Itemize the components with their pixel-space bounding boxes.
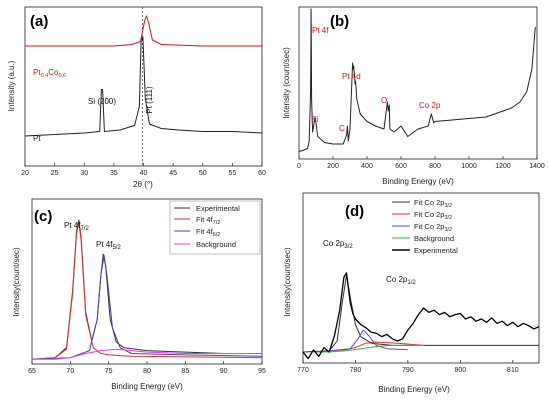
panel-a-series-pt (24, 36, 263, 137)
panel-d-series-fit-co-2p3-2 (329, 329, 408, 352)
panel-d-series-background (313, 344, 424, 353)
panel-b-xtick-label: 200 (327, 163, 339, 170)
panel-c-series (31, 219, 263, 360)
panel-c-xtick-label: 65 (28, 368, 36, 375)
panel-a-series-label-pt: Pt (33, 134, 41, 143)
panel-a-xtick-label: 45 (169, 170, 177, 177)
panel-d-frame (302, 192, 540, 364)
panel-c-series-fit-4f7-2 (31, 222, 263, 360)
panel-c-legend-fit52: Fit 4f5/2 (196, 227, 220, 238)
panel-b-xtick-label: 1000 (461, 163, 477, 170)
panel-c-series-background (32, 348, 262, 360)
panel-a-series-label-ptco: Pt0.4Co0.6 (33, 68, 66, 79)
panel-b-xtick-label: 1400 (529, 163, 545, 170)
panel-b-xtick-label: 0 (297, 163, 301, 170)
panel-c-legend-experimental: Experimental (196, 204, 240, 213)
panel-a-xtick-label: 30 (80, 170, 88, 177)
panel-c-legend: Experimental Fit 4f7/2 Fit 4f5/2 Backgro… (169, 200, 261, 255)
panel-c-series-fit-4f5-2 (31, 255, 263, 360)
panel-a-label: (a) (30, 13, 48, 30)
panel-c-ylabel: Intensity(count/sec) (12, 247, 21, 317)
panel-d: (d) Intensity(count/sec) Binding Energy … (283, 192, 540, 394)
panel-a-xtick-label: 40 (140, 170, 148, 177)
panel-c-xtick-label: 70 (66, 368, 74, 375)
panel-d-series-experimental (302, 272, 540, 360)
panel-b-xlabel: Binding Energy (eV) (382, 177, 454, 186)
panel-a-series (24, 15, 263, 137)
panel-d-ylabel: Intensity(count/sec) (283, 247, 292, 317)
panel-c-xtick-label: 95 (258, 368, 266, 375)
panel-c-legend-background: Background (196, 240, 236, 249)
panel-b-series (298, 8, 536, 152)
panel-b-xtick-label: 1200 (495, 163, 511, 170)
panel-d-xtick-label: 770 (297, 367, 309, 374)
panel-a-annotation-si: Si (200) (88, 97, 116, 106)
panel-d-annotation-co2p32: Co 2p3/2 (323, 239, 353, 250)
panel-d-annotation-co2p12: Co 2p1/2 (386, 275, 416, 286)
panel-d-legend: Fit Co 2p3/2 Fit Co 2p3/2 Fit Co 2p3/2 B… (392, 198, 458, 255)
panel-d-legend-fit3: Fit Co 2p3/2 (414, 222, 452, 233)
panel-a-xtick-label: 55 (228, 170, 236, 177)
panel-a-xtick-label: 60 (258, 170, 266, 177)
panel-d-label: (d) (345, 203, 364, 220)
panel-d-series-fit-co-2p3-2 (329, 341, 424, 352)
panel-c-annotation-pt4f52: Pt 4f5/2 (96, 240, 121, 251)
panel-b-label: (b) (330, 13, 349, 30)
panel-a-frame (24, 6, 263, 167)
panel-d-legend-fit2: Fit Co 2p3/2 (414, 210, 452, 221)
panel-c-legend-box (169, 200, 261, 255)
panel-b-ylabel: Intensity (count/sec) (282, 47, 291, 119)
panel-c-legend-fit72: Fit 4f7/2 (196, 215, 220, 226)
panel-b-annotation-pt4d: Pt 4d (342, 72, 361, 81)
panel-b-xtick-label: 800 (429, 163, 441, 170)
panel-d-legend-background: Background (414, 234, 454, 243)
panel-d-legend-fit1: Fit Co 2p3/2 (414, 198, 452, 209)
panel-c-xtick-label: 80 (143, 368, 151, 375)
panel-b-frame (298, 6, 538, 160)
panel-a: (a) Intensity (a.u.) 2θ (°) 20 25 30 35 40 45… (7, 6, 266, 189)
panel-b-xtick-label: 600 (395, 163, 407, 170)
panel-b-xticks: 0 200 400 600 800 1000 1200 1400 (297, 156, 545, 170)
panel-d-xlabel: Binding Energy (eV) (378, 385, 450, 394)
panel-b-annotation-c: C (339, 124, 345, 133)
panel-d-xtick-label: 810 (507, 367, 519, 374)
panel-d-xticks: 770 780 790 800 810 (297, 360, 519, 374)
panel-d-xtick-label: 780 (350, 367, 362, 374)
panel-a-xticks: 20 25 30 35 40 45 50 55 60 (21, 163, 266, 177)
panel-a-xtick-label: 20 (21, 170, 29, 177)
panel-b-annotation-si: Si (311, 115, 318, 124)
panel-a-xtick-label: 50 (199, 170, 207, 177)
panel-b-annotation-o: O (381, 96, 387, 105)
panel-a-annotation-pt111: Pt (111) (145, 86, 154, 114)
panel-d-legend-experimental: Experimental (414, 246, 458, 255)
panel-c-xtick-label: 85 (181, 368, 189, 375)
panel-a-series-pt0-4co0-6 (25, 15, 262, 47)
panel-c-xlabel: Binding Energy (eV) (111, 382, 183, 391)
panel-a-xtick-label: 35 (110, 170, 118, 177)
panel-b: (b) Intensity (count/sec) Binding Energy… (282, 6, 545, 186)
panel-a-xlabel: 2θ (°) (133, 180, 153, 189)
panel-b-series-survey (298, 8, 536, 152)
panel-b-annotation-co2p: Co 2p (419, 101, 441, 110)
panel-c-annotation-pt4f72: Pt 4f7/2 (64, 221, 89, 232)
panel-d-xtick-label: 800 (454, 367, 466, 374)
panel-d-xtick-label: 790 (402, 367, 414, 374)
panel-c: (c) Intensity(count/sec) Binding Energy … (12, 198, 266, 391)
panel-b-annotation-pt4f: Pt 4f (312, 26, 329, 35)
panel-b-xtick-label: 400 (361, 163, 373, 170)
panel-d-series (302, 272, 540, 360)
panel-a-ylabel: Intensity (a.u.) (7, 60, 16, 111)
panel-c-xticks: 65 70 75 80 85 90 95 (28, 361, 266, 375)
panel-c-xtick-label: 75 (105, 368, 113, 375)
panel-c-label: (c) (34, 208, 52, 225)
panel-a-xtick-label: 25 (51, 170, 59, 177)
panel-c-xtick-label: 90 (220, 368, 228, 375)
